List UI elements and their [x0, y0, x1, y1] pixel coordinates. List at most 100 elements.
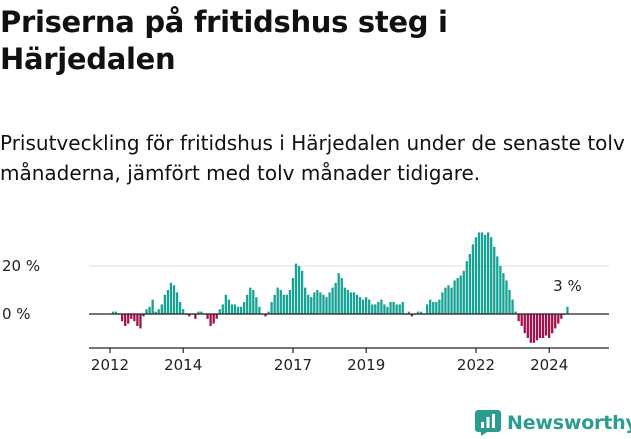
bar — [316, 290, 319, 314]
bar — [331, 287, 334, 314]
bar — [249, 287, 252, 314]
bar — [480, 232, 484, 314]
x-tick-label: 2017 — [274, 356, 312, 374]
bar — [490, 237, 493, 314]
bar — [535, 314, 539, 341]
bar — [246, 294, 249, 314]
bar — [310, 297, 313, 314]
bar — [529, 314, 532, 343]
bar — [157, 309, 160, 314]
y-tick-label: 0 % — [2, 305, 31, 323]
bar — [416, 311, 420, 314]
bar — [349, 292, 353, 314]
bar — [371, 304, 374, 314]
brand-logo: Newsworthy — [475, 408, 631, 438]
bar — [505, 280, 508, 314]
bar — [285, 294, 288, 314]
bar — [252, 290, 255, 314]
bar — [426, 304, 429, 314]
bar — [160, 304, 163, 314]
bar — [267, 311, 270, 314]
bar — [182, 309, 185, 314]
bar — [511, 299, 514, 314]
bar — [358, 297, 362, 314]
bar — [142, 314, 145, 317]
bar — [206, 314, 209, 319]
bar — [450, 287, 453, 314]
bar — [343, 287, 346, 314]
bar — [462, 270, 465, 314]
bar — [361, 299, 365, 314]
bar — [554, 314, 557, 329]
bar — [325, 297, 328, 314]
bar — [435, 302, 438, 314]
bar — [124, 314, 127, 326]
y-tick-label: 20 % — [2, 257, 40, 275]
bar — [548, 314, 551, 338]
bar — [453, 280, 456, 314]
bar — [352, 292, 356, 314]
bar — [444, 287, 447, 314]
bar — [468, 254, 471, 314]
bar — [438, 299, 441, 314]
bar — [111, 311, 115, 314]
bar — [322, 294, 325, 314]
bar — [255, 297, 258, 314]
bar — [221, 304, 224, 314]
bar — [365, 297, 368, 314]
bar — [270, 302, 273, 314]
x-tick-label: 2012 — [91, 356, 129, 374]
x-tick-label: 2019 — [347, 356, 385, 374]
bar — [429, 299, 432, 314]
bar — [447, 285, 450, 314]
bar — [291, 278, 295, 314]
bar — [264, 314, 267, 317]
bar — [493, 246, 496, 314]
bar — [121, 314, 124, 322]
bar — [538, 314, 542, 338]
bar — [151, 299, 154, 314]
bar — [282, 294, 285, 314]
bar — [496, 256, 499, 314]
bar — [401, 302, 404, 314]
bar — [294, 263, 298, 314]
bar — [224, 294, 227, 314]
bar — [188, 314, 191, 317]
bar — [200, 311, 203, 314]
bar — [392, 302, 395, 314]
bar — [557, 314, 560, 324]
bar — [346, 290, 349, 314]
bar — [334, 282, 337, 314]
bar — [541, 314, 545, 338]
bar — [551, 314, 554, 334]
bar — [304, 287, 307, 314]
bar — [163, 294, 166, 314]
bar — [368, 299, 371, 314]
bar — [148, 306, 151, 314]
bar — [456, 278, 459, 314]
bar — [139, 314, 142, 329]
bar — [383, 304, 386, 314]
bar — [502, 273, 505, 314]
bar — [169, 282, 173, 314]
bar — [172, 285, 176, 314]
bar — [130, 314, 133, 319]
bar — [514, 311, 517, 314]
bar — [407, 311, 410, 314]
bar — [380, 299, 383, 314]
bar — [154, 311, 157, 314]
chart-title: Priserna på fritidshus steg i Härjedalen — [0, 5, 448, 76]
bar — [307, 294, 310, 314]
bar — [441, 292, 444, 314]
bar — [474, 237, 478, 314]
bar — [523, 314, 526, 334]
bar — [230, 304, 234, 314]
bar — [544, 314, 548, 336]
bar — [209, 314, 212, 326]
bar — [273, 294, 276, 314]
newsworthy-logo-icon — [475, 410, 501, 436]
bar — [297, 266, 301, 314]
bar — [313, 292, 316, 314]
bar-chart: 20 % 0 % 2012 2014 2017 2019 2022 2024 3 % — [2, 232, 609, 374]
bar — [520, 314, 523, 326]
